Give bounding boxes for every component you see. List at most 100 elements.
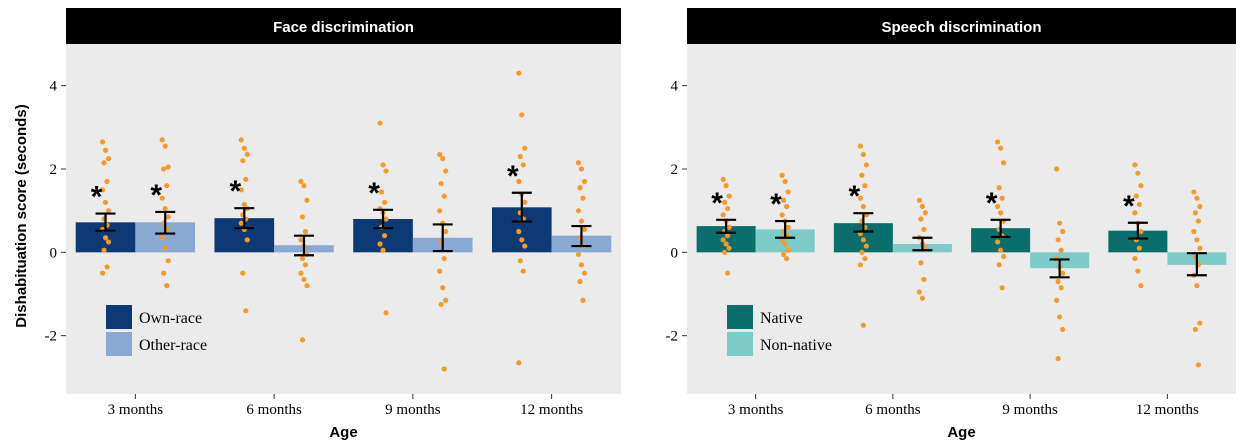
data-point [441,366,447,372]
data-point [159,235,165,241]
data-point [726,193,732,199]
data-point [999,285,1005,291]
data-point [784,203,790,210]
data-point [857,143,863,149]
data-point [1058,247,1064,253]
panel-face-x-axis-title: Age [329,424,357,441]
data-point [522,145,528,151]
data-point [437,151,443,158]
data-point [243,308,249,314]
data-point [863,243,869,249]
data-point [443,228,449,235]
data-point [162,205,168,212]
significance-marker: * [368,177,380,210]
data-point [1197,203,1203,210]
panel-speech: Speech discrimination -2 0 2 4 * * * * * 3 mont… [666,8,1236,441]
y-tick-label: -2 [45,329,58,345]
x-tick-label: 3 months [728,402,784,418]
data-point [516,70,522,76]
y-tick-label: -2 [666,329,679,345]
data-point [298,178,304,185]
data-point [785,247,791,253]
panel-speech-title: Speech discrimination [881,19,1041,36]
data-point [1192,210,1198,216]
data-point [1054,166,1060,172]
data-point [104,264,110,270]
panel-face-title: Face discrimination [273,19,414,36]
data-point [720,212,726,218]
data-point [919,203,925,210]
data-point [164,283,170,289]
data-point [578,166,585,172]
panel-speech-x-axis-title: Age [947,424,975,441]
data-point [102,199,109,205]
data-point [782,178,788,185]
data-point [725,270,731,276]
data-point [238,220,244,226]
legend-label-native: Native [760,310,803,327]
data-point [919,295,925,301]
data-point [860,322,866,328]
data-point [516,360,522,366]
data-point [438,180,444,187]
panel-face-legend: Own-race Other-race [106,305,207,356]
data-point [998,210,1004,216]
data-point [105,239,112,245]
data-point [243,176,249,183]
data-point [1138,228,1144,235]
data-point [995,203,1001,210]
data-point [720,237,726,243]
data-point [918,260,924,266]
data-point [921,276,927,283]
panel-face-x-ticks: 3 months 6 months 9 months 12 months [108,394,583,418]
data-point [238,187,244,193]
data-point [1132,162,1138,168]
data-point [581,178,588,185]
data-point [517,153,523,160]
data-point [1055,355,1061,362]
data-point [240,158,246,164]
data-point [1001,253,1007,260]
data-point [520,162,526,168]
data-point [575,160,582,166]
data-point [519,237,525,243]
panel-speech-background [687,44,1236,394]
data-point [785,189,791,195]
data-point [516,228,522,235]
data-point [1001,160,1007,166]
data-point [857,262,863,268]
y-tick-label: 4 [50,79,58,95]
data-point [101,160,107,166]
data-point [159,137,165,143]
significance-marker: * [711,187,723,220]
panel-face-plot-area: * * * * * [66,44,621,394]
significance-marker: * [1123,190,1135,223]
data-point [581,270,588,276]
data-point [443,297,449,303]
data-point [165,214,171,220]
y-tick-label: 2 [50,162,58,178]
data-point [1060,326,1066,333]
data-point [916,197,922,203]
data-point [1194,237,1200,243]
data-point [161,166,167,172]
data-point [723,241,729,247]
data-point [782,241,788,247]
y-axis-title: Dishabituation score (seconds) [13,104,30,327]
data-point [1191,228,1197,235]
data-point [726,245,732,251]
data-point [99,270,106,276]
data-point [162,245,168,251]
data-point [517,258,523,264]
data-point [577,185,583,191]
data-point [859,249,865,255]
data-point [301,183,307,189]
data-point [862,183,868,189]
legend-swatch-own-race [106,305,132,329]
significance-marker: * [849,180,861,213]
panel-speech-x-ticks: 3 months 6 months 9 months 12 months [728,394,1199,418]
significance-marker: * [507,160,519,193]
y-tick-label: 2 [671,162,679,178]
significance-marker: * [91,181,103,214]
